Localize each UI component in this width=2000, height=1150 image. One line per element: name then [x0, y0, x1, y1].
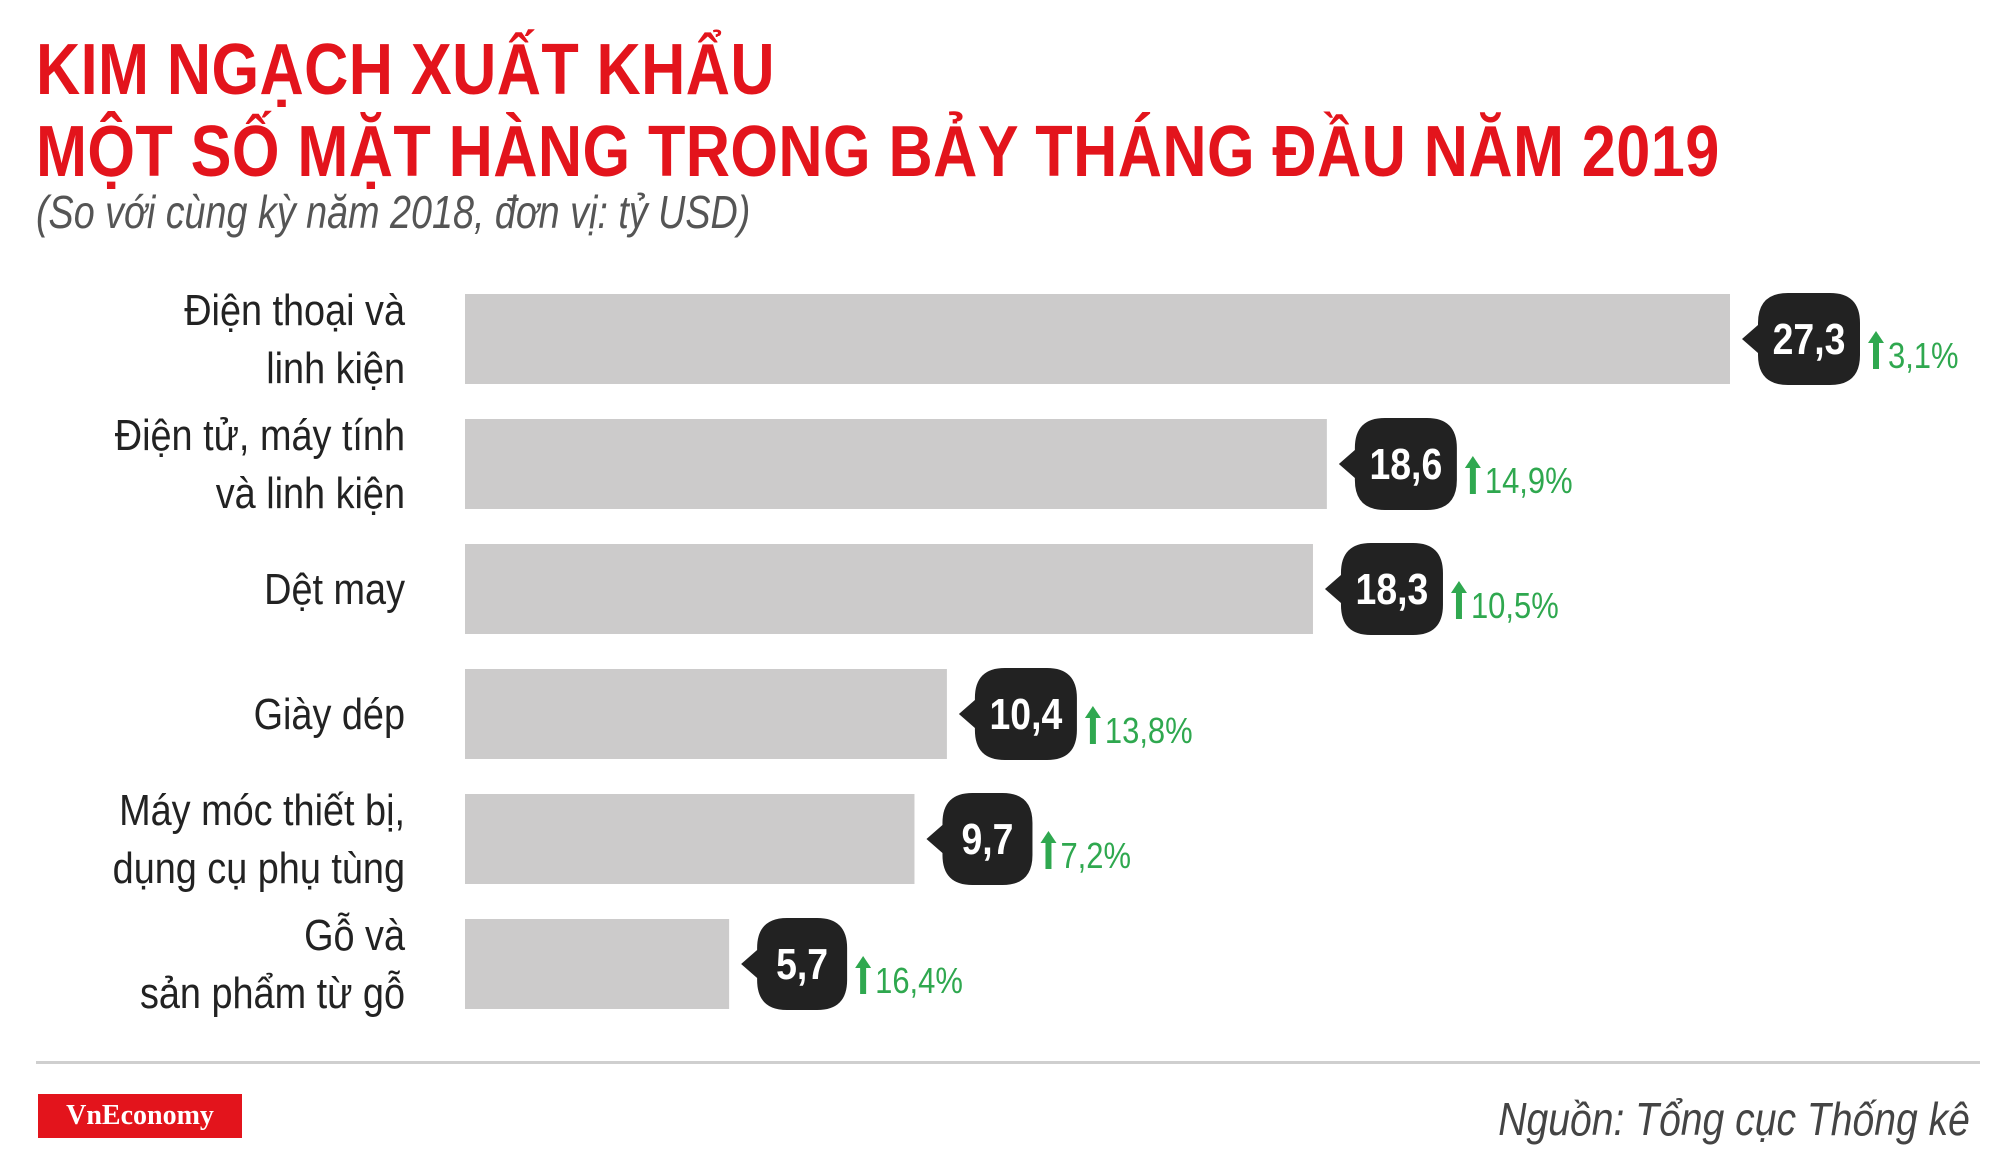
value-bubble-0 [1742, 293, 1860, 385]
category-label: và linh kiện [216, 468, 405, 517]
value-bubble-2 [1324, 543, 1443, 635]
bar-3 [465, 669, 947, 759]
vneconomy-logo: VnEconomy [38, 1094, 242, 1138]
change-label-3: 13,8% [1105, 712, 1193, 752]
change-label-5: 16,4% [875, 962, 963, 1002]
chart-subtitle: (So với cùng kỳ năm 2018, đơn vị: tỷ USD… [36, 186, 751, 238]
source-note: Nguồn: Tổng cục Thống kê [1498, 1093, 1970, 1145]
category-label: dụng cụ phụ tùng [113, 843, 405, 892]
bar-5 [465, 919, 730, 1009]
change-label-0: 3,1% [1888, 337, 1959, 377]
category-label: linh kiện [266, 343, 405, 392]
value-label-5: 5,7 [776, 939, 828, 989]
chart-title: KIM NGẠCH XUẤT KHẨU [36, 30, 776, 110]
up-arrow-icon [1464, 456, 1481, 494]
category-label: Gỗ và [304, 910, 405, 959]
change-label-2: 10,5% [1471, 587, 1559, 627]
up-arrow-icon [1868, 331, 1884, 369]
value-label-3: 10,4 [990, 689, 1063, 739]
value-bubble-5 [741, 918, 848, 1010]
bar-4 [465, 794, 915, 884]
bar-2 [465, 544, 1313, 634]
bar-1 [465, 419, 1327, 509]
value-label-4: 9,7 [961, 814, 1013, 864]
value-bubble-3 [958, 668, 1077, 760]
value-bubble-1 [1338, 418, 1457, 510]
up-arrow-icon [1040, 831, 1057, 869]
value-bubble-4 [926, 793, 1033, 885]
up-arrow-icon [1450, 581, 1467, 619]
footer-divider [36, 1061, 1980, 1064]
up-arrow-icon [855, 956, 872, 994]
category-label: Giày dép [254, 689, 405, 738]
category-label: Dệt may [264, 564, 405, 613]
value-label-1: 18,6 [1369, 439, 1442, 489]
value-label-0: 27,3 [1773, 314, 1846, 364]
change-label-4: 7,2% [1060, 837, 1131, 877]
up-arrow-icon [1084, 706, 1101, 744]
chart-title-line-2: MỘT SỐ MẶT HÀNG TRONG BẢY THÁNG ĐẦU NĂM … [36, 112, 1720, 192]
bar-chart: Điện thoại và linh kiện 27,3 3,1% Điện tử, m… [113, 285, 1959, 1017]
category-label: Máy móc thiết bị, [119, 785, 405, 834]
change-label-1: 14,9% [1485, 462, 1573, 502]
category-label: Điện tử, máy tính [115, 410, 405, 459]
value-label-2: 18,3 [1356, 564, 1429, 614]
category-label: sản phẩm từ gỗ [140, 968, 405, 1017]
bar-0 [465, 294, 1730, 384]
category-label: Điện thoại và [184, 285, 405, 334]
